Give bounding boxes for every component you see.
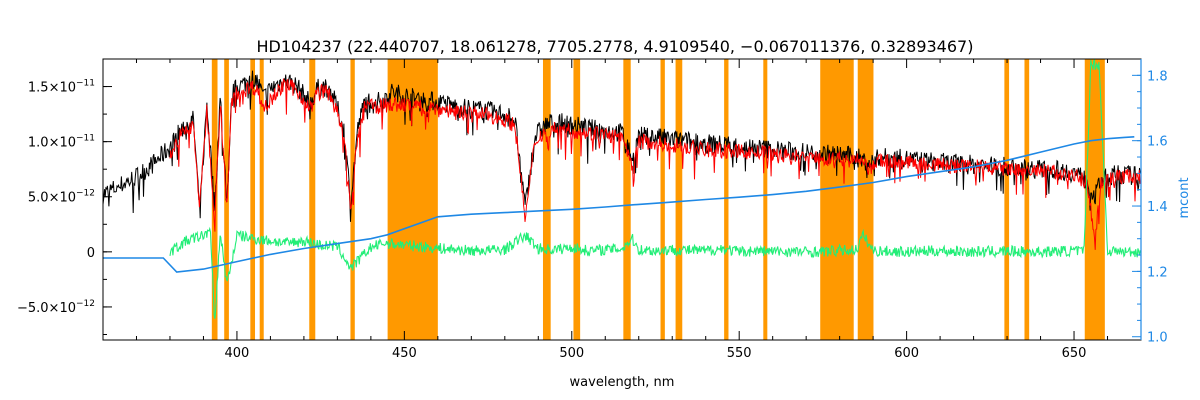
x-axis: 400 450 500 550 600 650 xyxy=(135,59,1142,361)
x-tick-label-2: 500 xyxy=(559,346,584,361)
y2-tick-label-3: 1.6 xyxy=(1147,135,1168,150)
y2-tick-label-4: 1.8 xyxy=(1147,69,1168,84)
masked-region-13 xyxy=(763,59,768,340)
masked-region-17 xyxy=(1024,59,1030,340)
masked-region-11 xyxy=(675,59,683,340)
y-tick-exponent: −11 xyxy=(76,79,95,89)
series-model-spectrum xyxy=(169,78,1141,250)
chart-title: HD104237 (22.440707, 18.061278, 7705.277… xyxy=(257,37,974,56)
masked-region-15 xyxy=(857,59,874,340)
y-tick-mantissa: −5.0×10 xyxy=(17,301,76,316)
y-tick-label-2: 5.0×10−12 xyxy=(28,189,95,206)
masked-region-6 xyxy=(387,59,438,340)
masked-region-2 xyxy=(250,59,256,340)
y-tick-exponent: −11 xyxy=(76,134,95,144)
series-layer xyxy=(103,59,1141,319)
masked-region-8 xyxy=(573,59,581,340)
masked-region-10 xyxy=(660,59,665,340)
series-observed-spectrum xyxy=(103,70,1141,222)
y-tick-label-4: 1.5×10−11 xyxy=(28,79,95,96)
masked-region-12 xyxy=(724,59,729,340)
right-axis-title: mcont xyxy=(1177,177,1192,218)
masked-region-9 xyxy=(623,59,631,340)
y-tick-exponent: −12 xyxy=(76,189,95,199)
x-tick-label-1: 450 xyxy=(392,346,417,361)
x-tick-label-5: 650 xyxy=(1062,346,1087,361)
y2-tick-label-1: 1.2 xyxy=(1147,265,1168,280)
series-continuum xyxy=(103,136,1135,273)
y-tick-label-3: 1.0×10−11 xyxy=(28,134,95,151)
y-tick-mantissa: 5.0×10 xyxy=(28,191,76,206)
right-axis: 1.0 1.2 1.4 1.6 1.8 xyxy=(1132,59,1168,346)
masked-region-14 xyxy=(820,59,854,340)
y-tick-label-0: −5.0×10−12 xyxy=(17,299,95,316)
x-axis-title: wavelength, nm xyxy=(570,375,675,390)
series-residuals xyxy=(169,59,1141,319)
y2-tick-label-0: 1.0 xyxy=(1147,331,1168,346)
masked-region-16 xyxy=(1004,59,1010,340)
y2-tick-label-2: 1.4 xyxy=(1147,200,1168,215)
x-tick-label-4: 600 xyxy=(894,346,919,361)
y-tick-mantissa: 1.0×10 xyxy=(28,136,76,151)
y-tick-label-1: 0 xyxy=(87,246,95,261)
masked-region-7 xyxy=(542,59,551,340)
plot-frame xyxy=(102,58,1142,341)
y-tick-mantissa: 1.5×10 xyxy=(28,81,76,96)
masked-region-3 xyxy=(259,59,264,340)
y-tick-mantissa: 0 xyxy=(87,246,95,261)
y-tick-exponent: −12 xyxy=(76,299,95,309)
masked-regions xyxy=(211,59,1105,340)
masked-region-4 xyxy=(309,59,316,340)
x-tick-label-0: 400 xyxy=(225,346,250,361)
x-tick-label-3: 550 xyxy=(727,346,752,361)
